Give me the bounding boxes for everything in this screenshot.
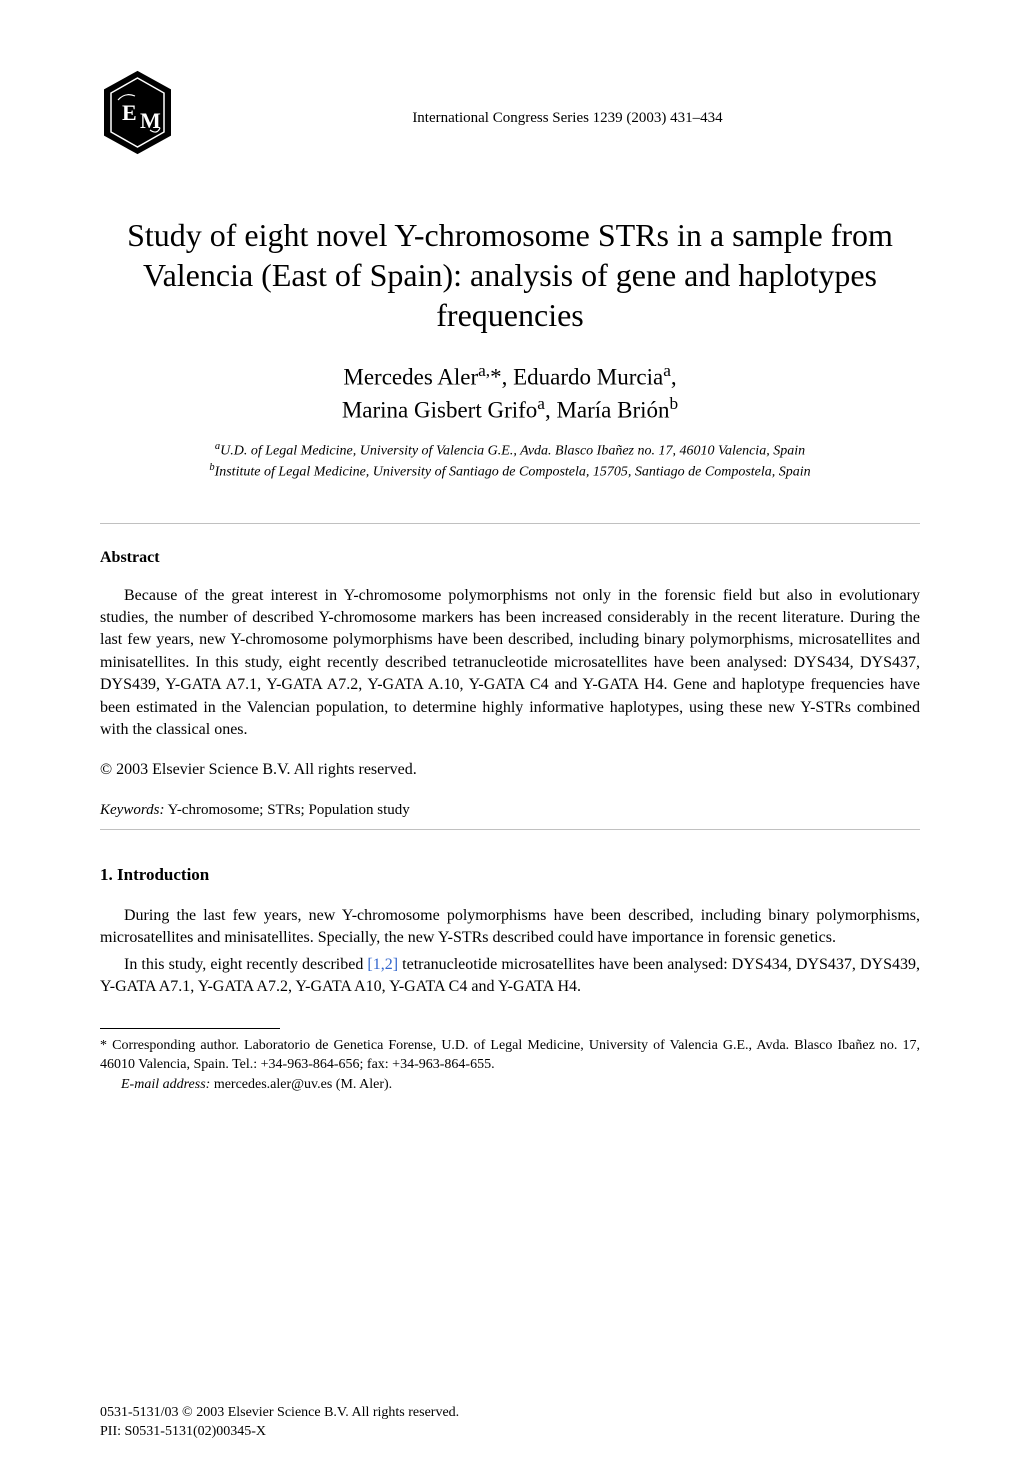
author-name: Mercedes Aler xyxy=(343,365,478,390)
footer-copyright: 0531-5131/03 © 2003 Elsevier Science B.V… xyxy=(100,1404,459,1423)
footnote-rule xyxy=(100,1028,280,1029)
footer-pii: PII: S0531-5131(02)00345-X xyxy=(100,1423,459,1442)
body-text: In this study, eight recently described xyxy=(124,956,367,973)
article-title: Study of eight novel Y-chromosome STRs i… xyxy=(100,215,920,335)
section-heading: 1. Introduction xyxy=(100,865,920,885)
author-name: Marina Gisbert Grifo xyxy=(342,397,537,422)
keywords: Keywords: Y-chromosome; STRs; Population… xyxy=(100,802,920,819)
affiliation-text: U.D. of Legal Medicine, University of Va… xyxy=(220,444,805,459)
author-separator: , xyxy=(671,365,677,390)
author-name: , Eduardo Murcia xyxy=(502,365,664,390)
svg-text:M: M xyxy=(140,108,161,133)
email-label: E-mail address: xyxy=(121,1077,210,1092)
affiliations: aU.D. of Legal Medicine, University of V… xyxy=(100,440,920,483)
abstract-heading: Abstract xyxy=(100,549,920,567)
abstract-text: Because of the great interest in Y-chrom… xyxy=(100,585,920,742)
author-affil-sup: a xyxy=(537,394,545,413)
author-name: , María Brión xyxy=(545,397,670,422)
footer: 0531-5131/03 © 2003 Elsevier Science B.V… xyxy=(100,1404,459,1442)
affiliation-text: Institute of Legal Medicine, University … xyxy=(215,465,811,480)
publisher-logo: E M xyxy=(100,70,175,155)
keywords-label: Keywords: xyxy=(100,802,164,818)
author-affil-sup: a, xyxy=(478,361,490,380)
keywords-text: Y-chromosome; STRs; Population study xyxy=(164,802,409,818)
corresponding-star: * xyxy=(490,365,502,390)
email-address: mercedes.aler@uv.es (M. Aler). xyxy=(210,1077,392,1092)
copyright-text: © 2003 Elsevier Science B.V. All rights … xyxy=(100,759,920,781)
authors: Mercedes Alera,*, Eduardo Murciaa, Marin… xyxy=(100,360,920,425)
body-paragraph: During the last few years, new Y-chromos… xyxy=(100,905,920,950)
section-rule xyxy=(100,829,920,830)
footnote-text: Corresponding author. Laboratorio de Gen… xyxy=(100,1038,920,1072)
footnote-star: * xyxy=(100,1038,107,1053)
reference-link[interactable]: [1,2] xyxy=(367,956,398,973)
author-affil-sup: b xyxy=(670,394,679,413)
footnote-email: E-mail address: mercedes.aler@uv.es (M. … xyxy=(100,1077,920,1093)
header-row: E M International Congress Series 1239 (… xyxy=(100,70,920,155)
journal-citation: International Congress Series 1239 (2003… xyxy=(215,70,920,127)
section-rule xyxy=(100,523,920,524)
body-paragraph: In this study, eight recently described … xyxy=(100,954,920,999)
corresponding-footnote: * Corresponding author. Laboratorio de G… xyxy=(100,1037,920,1075)
author-affil-sup: a xyxy=(663,361,671,380)
svg-text:E: E xyxy=(122,100,137,125)
